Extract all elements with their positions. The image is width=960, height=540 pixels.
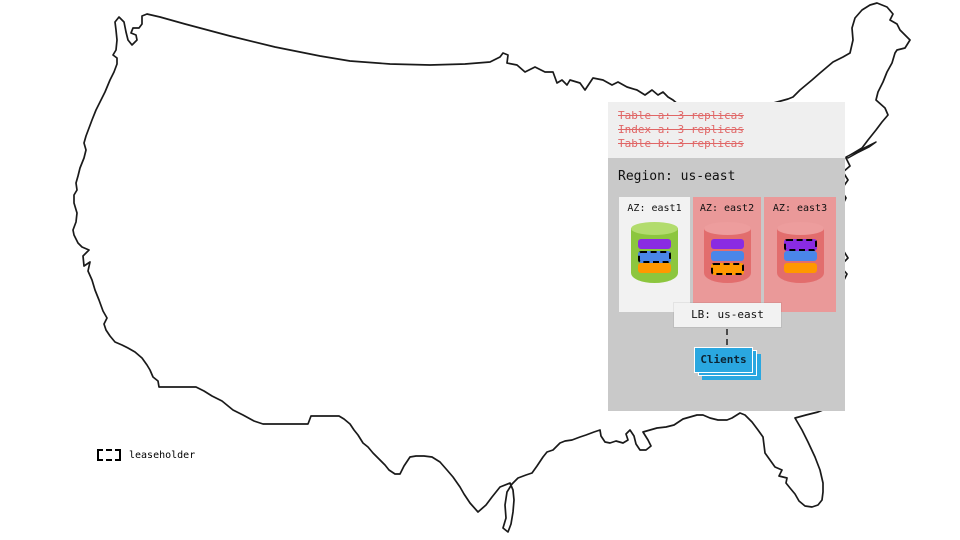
cylinder-top-ellipse <box>776 222 824 235</box>
zone-config-line: Table a: 3 replicas <box>618 109 744 122</box>
lb-clients-dashed-connector <box>726 329 728 345</box>
az-label: AZ: east3 <box>772 203 828 214</box>
long-island-path <box>845 141 877 159</box>
az-east2-panel: AZ: east2 <box>693 197 761 312</box>
az-east1-panel: AZ: east1 <box>619 197 690 312</box>
replica-bar <box>638 239 671 249</box>
leaseholder-replica-bar <box>710 263 744 275</box>
az-label: AZ: east2 <box>699 203 755 214</box>
legend: leaseholder <box>97 449 195 461</box>
replica-bars <box>631 239 678 275</box>
clients-box: Clients <box>694 347 753 373</box>
leaseholder-swatch-icon <box>97 449 121 461</box>
zone-config-line: Index a: 3 replicas <box>618 123 744 136</box>
load-balancer-box: LB: us-east <box>674 303 781 327</box>
replica-bars <box>777 239 824 275</box>
region-us-east-box: Region: us-east AZ: east1 AZ: east2 AZ: … <box>608 158 845 411</box>
az-label: AZ: east1 <box>627 203 682 214</box>
database-node-cylinder <box>631 222 678 283</box>
replica-bar <box>638 263 671 273</box>
leaseholder-replica-bar <box>638 251 671 263</box>
cylinder-top-ellipse <box>631 222 678 235</box>
replica-bar <box>710 251 744 261</box>
zone-config-line: Table b: 3 replicas <box>618 137 744 150</box>
az-row: AZ: east1 AZ: east2 AZ: east3 <box>619 197 836 312</box>
region-title: Region: us-east <box>618 169 736 184</box>
replica-bar <box>783 251 817 261</box>
replica-bar <box>783 263 817 273</box>
leaseholder-replica-bar <box>783 239 817 251</box>
replica-bars <box>704 239 751 275</box>
zone-config-box: Table a: 3 replicas Index a: 3 replicas … <box>608 102 845 158</box>
replica-bar <box>710 239 744 249</box>
legend-label: leaseholder <box>129 449 196 461</box>
cylinder-top-ellipse <box>703 222 751 235</box>
database-node-cylinder <box>703 222 751 283</box>
az-east3-panel: AZ: east3 <box>764 197 836 312</box>
database-node-cylinder <box>776 222 824 283</box>
